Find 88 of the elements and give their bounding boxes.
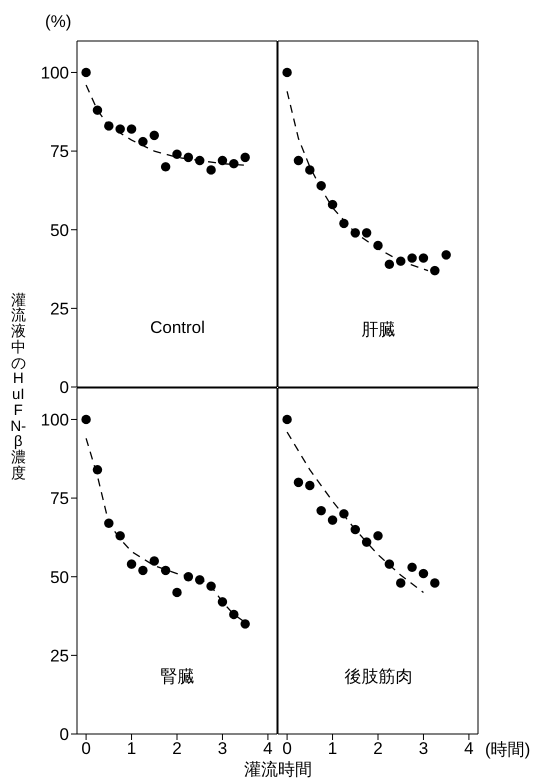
- point: [407, 562, 417, 572]
- point: [138, 136, 148, 146]
- point: [195, 156, 204, 166]
- point: [384, 559, 394, 569]
- point: [316, 506, 326, 516]
- x-tick-label: 4: [464, 739, 474, 758]
- point: [418, 253, 428, 263]
- point: [328, 200, 338, 210]
- x-tick-label: 1: [328, 739, 338, 758]
- point: [206, 581, 216, 591]
- point: [160, 566, 170, 576]
- point: [115, 531, 125, 541]
- y-tick-label: 100: [40, 410, 69, 430]
- point: [240, 152, 250, 162]
- point: [350, 228, 360, 238]
- point: [430, 266, 440, 276]
- y-tick-label: 50: [50, 220, 69, 240]
- point: [396, 578, 406, 588]
- point: [126, 559, 136, 569]
- point: [430, 578, 440, 588]
- point: [373, 240, 383, 250]
- point: [184, 572, 194, 582]
- y-tick-label: 50: [50, 568, 69, 587]
- y-tick-label: 0: [60, 725, 69, 744]
- point: [81, 414, 91, 424]
- point: [396, 256, 406, 266]
- point: [418, 568, 428, 578]
- line-series: [85, 84, 246, 166]
- x-axis-title: 灌流時間: [243, 759, 313, 781]
- point: [206, 165, 216, 175]
- y-tick-label: 0: [60, 378, 69, 398]
- point: [328, 515, 338, 525]
- point: [126, 124, 136, 134]
- point: [81, 68, 91, 78]
- y-tick-label: 25: [50, 646, 69, 666]
- text: 後肢筋肉: [344, 666, 414, 688]
- text: Control: [149, 318, 206, 338]
- point: [195, 575, 204, 585]
- x-tick-label: 3: [418, 739, 428, 758]
- x-tick-label: 2: [373, 739, 383, 758]
- point: [294, 156, 304, 166]
- point: [104, 121, 114, 131]
- point: [229, 158, 239, 168]
- point: [362, 537, 372, 547]
- x-tick-label: 0: [282, 739, 292, 758]
- point: [316, 180, 326, 190]
- point: [229, 610, 239, 620]
- point: [373, 531, 383, 541]
- text: 肝臓: [360, 318, 396, 341]
- point: [172, 150, 182, 159]
- point: [282, 68, 292, 78]
- text: (%): [45, 12, 72, 32]
- x-tick-label: 4: [263, 739, 273, 758]
- y-tick-label: 75: [50, 489, 69, 508]
- point: [92, 465, 102, 474]
- point: [150, 556, 159, 566]
- point: [305, 165, 315, 175]
- point: [362, 228, 372, 238]
- point: [115, 124, 125, 134]
- text: 腎臓: [160, 666, 196, 688]
- point: [138, 566, 148, 576]
- y-tick-label: 75: [50, 142, 69, 162]
- text: 灌流液中のHuIFN-β濃度: [10, 292, 26, 482]
- point: [350, 524, 360, 534]
- y-tick-label: 100: [40, 63, 69, 82]
- x-tick-label: 3: [218, 739, 228, 758]
- point: [339, 509, 349, 519]
- point: [384, 260, 394, 270]
- point: [104, 518, 114, 528]
- point: [218, 597, 228, 607]
- point: [441, 250, 451, 260]
- x-tick-label: 2: [172, 739, 182, 758]
- point: [294, 478, 304, 488]
- point: [305, 480, 315, 490]
- point: [218, 156, 228, 166]
- point: [184, 152, 194, 162]
- text: (時間): [485, 739, 530, 761]
- point: [339, 218, 349, 228]
- point: [160, 162, 170, 172]
- x-tick-label: 0: [81, 739, 91, 758]
- point: [172, 588, 182, 598]
- point: [407, 253, 417, 263]
- point: [150, 130, 159, 140]
- x-tick-label: 1: [126, 739, 136, 758]
- point: [240, 619, 250, 629]
- point: [282, 414, 292, 424]
- y-tick-label: 25: [50, 299, 69, 318]
- point: [92, 105, 102, 115]
